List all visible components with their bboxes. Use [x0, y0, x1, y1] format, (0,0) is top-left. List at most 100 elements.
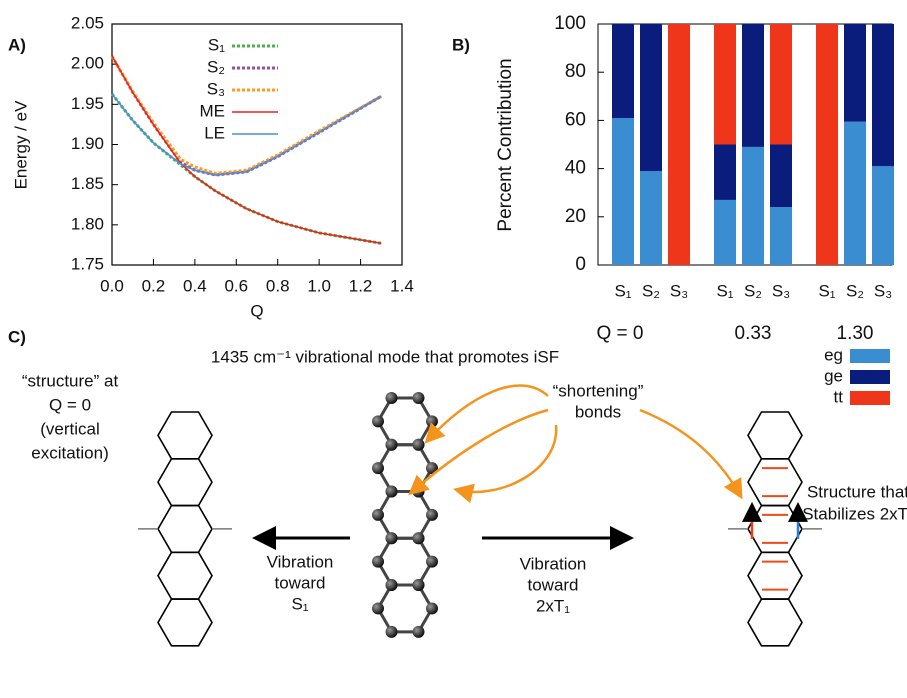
- panel-label: A): [8, 35, 26, 54]
- group-label: Q = 0: [597, 323, 644, 344]
- ring: [158, 506, 212, 553]
- annotation: toward: [527, 575, 578, 594]
- atom: [426, 509, 438, 521]
- y-tick-label: 1.95: [71, 94, 104, 113]
- annotation: S₁: [291, 594, 308, 613]
- atom: [413, 579, 425, 591]
- bar-segment: [612, 24, 634, 118]
- atom: [372, 556, 384, 568]
- ring: [378, 445, 432, 492]
- legend-label: S₃: [207, 79, 225, 98]
- y-tick-label: 1.80: [71, 214, 104, 233]
- ring: [748, 552, 802, 599]
- x-tick-label: S₁: [614, 281, 631, 300]
- annotation: excitation): [31, 443, 108, 462]
- bar-segment: [640, 171, 662, 265]
- bar-segment: [714, 200, 736, 265]
- ring: [378, 492, 432, 539]
- legend-swatch: [850, 391, 890, 405]
- annotation: Vibration: [267, 552, 334, 571]
- ring: [748, 459, 802, 506]
- y-tick-label: 1.90: [71, 134, 104, 153]
- atom: [372, 509, 384, 521]
- x-tick-label: 0.2: [142, 276, 166, 295]
- legend-label: ge: [824, 366, 843, 385]
- x-tick-label: 0.4: [183, 276, 207, 295]
- bar-segment: [770, 207, 792, 265]
- x-tick-label: 1.0: [307, 276, 331, 295]
- x-tick-label: 1.4: [390, 276, 414, 295]
- molecule-diagrams: [138, 392, 822, 646]
- panel-label: C): [8, 327, 26, 346]
- x-tick-label: S₃: [874, 281, 892, 300]
- annotation: (vertical: [40, 419, 100, 438]
- series-line: [112, 56, 381, 175]
- ring: [378, 398, 432, 445]
- x-tick-label: 0.8: [266, 276, 290, 295]
- y-tick-label: 60: [565, 109, 586, 130]
- y-tick-label: 1.85: [71, 174, 104, 193]
- atom: [426, 415, 438, 427]
- figure: A) B) C) 1435 cm⁻¹ vibrational mode that…: [0, 0, 907, 693]
- x-tick-label: S₁: [818, 281, 835, 300]
- annotation: Stabilizes 2xT₁: [802, 504, 907, 523]
- ring: [158, 599, 212, 646]
- bar-segment: [742, 24, 764, 147]
- atom: [386, 579, 398, 591]
- bar-segment: [770, 24, 792, 145]
- atom: [386, 532, 398, 544]
- ring: [748, 599, 802, 646]
- y-axis-label: Percent Contribution: [495, 58, 516, 231]
- panel-label: B): [452, 35, 470, 54]
- annotation: Vibration: [520, 554, 587, 573]
- y-tick-label: 100: [554, 13, 586, 34]
- series-line: [112, 94, 381, 243]
- legend-label: ME: [200, 101, 226, 120]
- annotation: toward: [274, 573, 325, 592]
- group-label: 0.33: [735, 323, 772, 344]
- atom: [413, 626, 425, 638]
- x-tick-label: S₁: [716, 281, 733, 300]
- atom: [372, 462, 384, 474]
- caption: 1435 cm⁻¹ vibrational mode that promotes…: [211, 347, 559, 366]
- y-tick-label: 20: [565, 206, 586, 227]
- legend-label: eg: [824, 345, 843, 364]
- legend-swatch: [850, 370, 890, 384]
- ring: [378, 538, 432, 585]
- ring: [748, 506, 802, 553]
- ring: [158, 412, 212, 459]
- atom: [426, 602, 438, 614]
- atom: [386, 486, 398, 498]
- legend-label: LE: [204, 123, 225, 142]
- atom: [413, 392, 425, 404]
- x-tick-label: 0.6: [224, 276, 248, 295]
- legend-label: S₂: [207, 57, 225, 76]
- x-tick-label: 1.2: [349, 276, 373, 295]
- atom: [386, 439, 398, 451]
- bar-segment: [844, 24, 866, 122]
- bar-segment: [872, 24, 894, 166]
- atom: [413, 532, 425, 544]
- x-tick-label: S₃: [772, 281, 790, 300]
- annotation: “structure” at: [22, 371, 119, 390]
- annotation: Q = 0: [49, 395, 91, 414]
- y-tick-label: 2.00: [71, 54, 104, 73]
- legend-label: tt: [834, 387, 844, 406]
- x-tick-label: 0.0: [100, 276, 124, 295]
- bar-segment: [668, 24, 690, 265]
- bar-segment: [742, 147, 764, 265]
- ring: [158, 459, 212, 506]
- annotation: Structure that: [807, 482, 907, 501]
- y-tick-label: 2.05: [71, 13, 104, 32]
- y-tick-label: 80: [565, 61, 586, 82]
- bar-segment: [816, 24, 838, 265]
- atom: [386, 392, 398, 404]
- ring: [158, 552, 212, 599]
- ring: [378, 585, 432, 632]
- x-tick-label: S₂: [846, 281, 864, 300]
- atom: [426, 556, 438, 568]
- annotation: 2xT₁: [536, 596, 570, 615]
- bar-segment: [640, 24, 662, 171]
- bar-segment: [714, 145, 736, 200]
- ring: [748, 412, 802, 459]
